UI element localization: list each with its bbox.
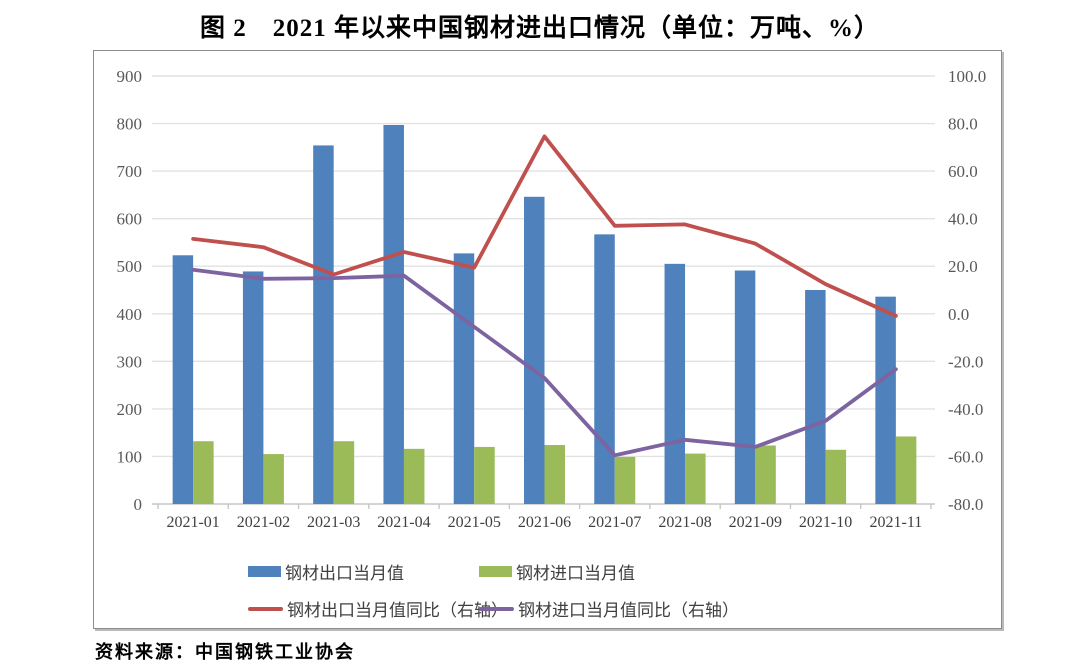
line-series-0 [191,134,898,318]
svg-text:2021-07: 2021-07 [588,514,641,531]
chart-title: 图 2 2021 年以来中国钢材进出口情况（单位：万吨、%） [199,15,880,42]
svg-text:-80.0: -80.0 [948,495,983,514]
svg-text:2021-06: 2021-06 [518,514,571,531]
svg-text:60.0: 60.0 [948,162,978,181]
svg-text:2021-05: 2021-05 [448,514,501,531]
svg-text:2021-01: 2021-01 [166,514,219,531]
svg-text:0.0: 0.0 [948,305,969,324]
line-series-1 [191,267,898,458]
svg-text:-20.0: -20.0 [948,352,983,371]
svg-text:-60.0: -60.0 [948,447,983,466]
svg-text:500: 500 [117,257,143,276]
svg-text:400: 400 [117,305,143,324]
svg-text:2021-04: 2021-04 [377,514,430,531]
svg-text:200: 200 [117,400,143,419]
svg-text:700: 700 [117,162,143,181]
svg-text:100: 100 [117,447,143,466]
svg-text:20.0: 20.0 [948,257,978,276]
svg-text:2021-11: 2021-11 [869,514,922,531]
svg-text:2021-08: 2021-08 [658,514,711,531]
svg-text:0: 0 [134,495,143,514]
combo-chart-plot: 0 -80.0 100 -60.0 200 -40.0 300 -20.0 400 0.0 500 2… [117,67,987,531]
svg-text:300: 300 [117,352,143,371]
svg-text:900: 900 [117,67,143,86]
svg-text:2021-03: 2021-03 [307,514,360,531]
bar-series-0 [172,124,896,505]
svg-text:800: 800 [117,115,143,134]
data-source-note: 资料来源：中国钢铁工业协会 [95,642,355,662]
chart-container: 0 -80.0 100 -60.0 200 -40.0 300 -20.0 400 0.0 500 2… [93,50,1002,629]
svg-text:600: 600 [117,210,143,229]
svg-text:100.0: 100.0 [948,67,986,86]
svg-text:2021-02: 2021-02 [237,514,290,531]
svg-text:2021-10: 2021-10 [799,514,852,531]
svg-text:2021-09: 2021-09 [729,514,782,531]
svg-text:40.0: 40.0 [948,210,978,229]
svg-text:80.0: 80.0 [948,115,978,134]
svg-text:-40.0: -40.0 [948,400,983,419]
bar-series-1 [193,436,917,504]
